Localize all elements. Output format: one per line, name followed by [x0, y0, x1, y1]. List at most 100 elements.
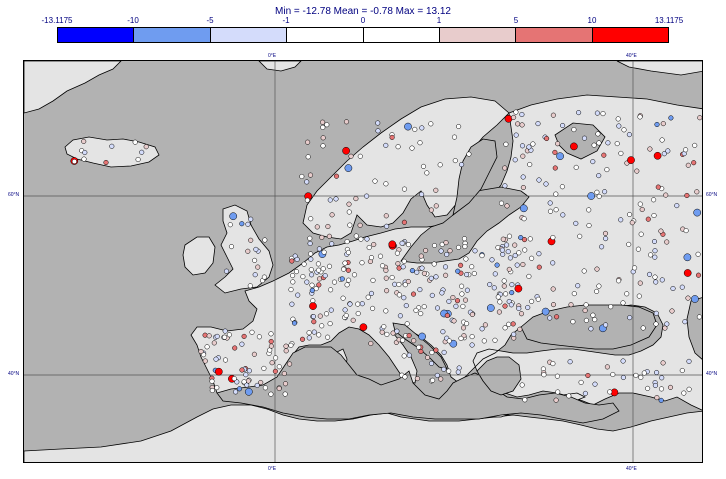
- station-marker: [247, 283, 253, 289]
- station-marker: [451, 318, 457, 324]
- station-marker: [658, 386, 665, 392]
- station-marker: [570, 319, 576, 325]
- station-marker: [512, 157, 518, 163]
- land-greenland: [24, 61, 122, 114]
- station-marker: [560, 212, 566, 218]
- station-marker: [512, 252, 518, 259]
- station-marker: [654, 369, 660, 376]
- station-marker: [651, 212, 657, 219]
- station-marker: [401, 258, 407, 264]
- station-marker: [291, 320, 298, 326]
- station-marker: [417, 287, 423, 293]
- station-marker: [342, 307, 348, 313]
- water-aegean: [476, 356, 522, 396]
- station-marker: [383, 275, 389, 281]
- station-marker: [596, 140, 602, 146]
- station-marker: [472, 248, 478, 254]
- station-marker: [536, 251, 542, 257]
- station-marker: [686, 358, 692, 364]
- lakes-seas: [216, 122, 702, 424]
- station-marker: [327, 321, 333, 327]
- station-marker: [464, 321, 470, 327]
- station-marker: [500, 251, 506, 257]
- station-marker: [396, 281, 402, 288]
- station-marker: [222, 334, 228, 340]
- station-marker: [660, 121, 666, 127]
- station-marker: [81, 138, 87, 144]
- station-marker: [344, 239, 350, 245]
- station-marker: [588, 326, 594, 332]
- station-marker: [252, 257, 258, 263]
- station-marker: [648, 252, 654, 258]
- station-marker: [304, 179, 310, 185]
- colorbar-segment-7: [516, 28, 593, 42]
- station-marker: [359, 301, 365, 307]
- station-marker: [403, 303, 409, 309]
- station-marker: [511, 114, 517, 120]
- station-marker: [431, 242, 438, 249]
- station-marker: [492, 337, 498, 343]
- station-marker: [639, 206, 645, 213]
- station-marker: [341, 266, 347, 272]
- station-marker: [81, 156, 87, 162]
- station-marker: [343, 119, 350, 125]
- station-marker: [482, 322, 488, 328]
- station-marker: [641, 370, 647, 376]
- station-marker: [229, 212, 238, 221]
- station-marker: [653, 279, 659, 285]
- station-marker: [635, 246, 641, 252]
- station-marker: [462, 243, 468, 250]
- station-marker: [577, 233, 583, 239]
- station-marker: [596, 283, 602, 289]
- map-panel[interactable]: [23, 60, 703, 463]
- station-marker: [494, 262, 500, 268]
- station-markers: [70, 109, 702, 403]
- station-marker: [495, 294, 501, 300]
- station-marker: [441, 366, 447, 372]
- station-marker: [608, 304, 614, 310]
- station-marker: [342, 260, 348, 266]
- station-marker: [353, 233, 359, 239]
- station-marker: [602, 189, 608, 195]
- station-marker: [662, 325, 668, 331]
- station-marker: [447, 248, 453, 254]
- station-marker: [638, 231, 644, 237]
- station-marker: [429, 292, 435, 298]
- station-marker: [232, 345, 238, 351]
- station-marker: [364, 236, 370, 242]
- station-marker: [535, 296, 541, 302]
- station-marker: [358, 236, 364, 242]
- station-marker: [289, 301, 295, 307]
- station-marker: [301, 261, 307, 267]
- station-marker: [418, 311, 424, 317]
- station-marker: [610, 371, 616, 378]
- station-marker: [281, 370, 287, 377]
- station-marker: [519, 204, 528, 213]
- station-marker: [379, 329, 385, 335]
- station-marker: [424, 354, 431, 361]
- station-marker: [541, 307, 550, 316]
- station-marker: [438, 376, 444, 382]
- station-marker: [204, 344, 210, 350]
- station-marker: [620, 300, 626, 306]
- station-marker: [433, 347, 439, 353]
- station-marker: [640, 325, 646, 331]
- station-marker: [306, 330, 312, 336]
- station-marker: [660, 360, 666, 366]
- station-marker: [239, 341, 245, 347]
- station-marker: [509, 282, 515, 288]
- station-marker: [353, 196, 359, 202]
- station-marker: [504, 203, 510, 209]
- statistics-title: Min = -12.78 Mean = -0.78 Max = 13.12: [275, 6, 451, 17]
- station-marker: [607, 389, 613, 395]
- station-marker: [440, 329, 446, 335]
- station-marker: [520, 153, 526, 159]
- station-marker: [305, 154, 311, 160]
- station-marker: [342, 146, 350, 155]
- station-marker: [576, 110, 582, 116]
- station-marker: [595, 131, 601, 137]
- station-marker: [469, 334, 475, 340]
- station-marker: [331, 279, 338, 285]
- colorbar-segment-5: [363, 28, 440, 42]
- station-marker: [651, 197, 657, 203]
